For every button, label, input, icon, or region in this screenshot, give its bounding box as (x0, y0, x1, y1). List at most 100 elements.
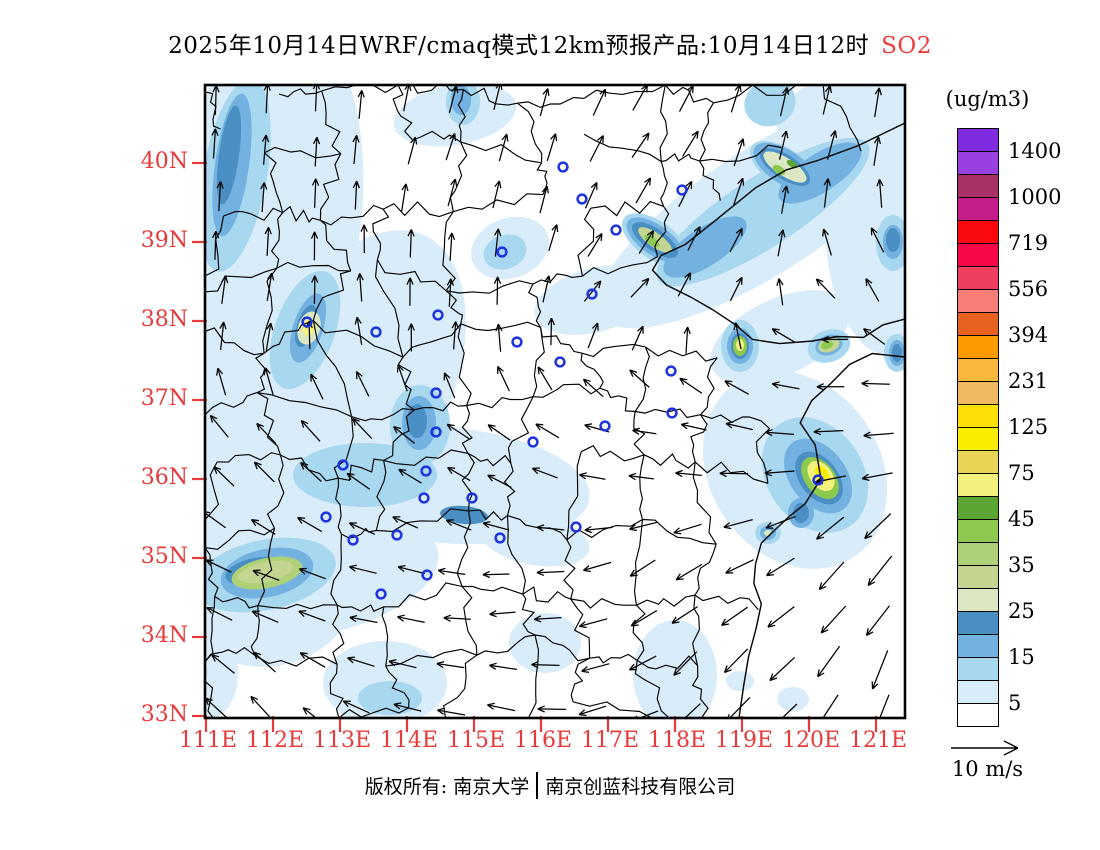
wind-arrow (536, 524, 565, 532)
wind-arrow (451, 321, 459, 350)
wind-arrow (870, 227, 885, 253)
wind-arrow (815, 278, 836, 299)
wind-arrow (733, 138, 745, 167)
county-boundary (264, 146, 341, 159)
footer-divider (536, 772, 539, 799)
county-boundary (205, 461, 220, 548)
wind-arrow (630, 277, 650, 298)
wind-arrow (211, 654, 235, 674)
footer: 版权所有: 南京大学 南京创蓝科技有限公司 (0, 772, 1100, 799)
wind-arrow (349, 564, 377, 574)
concentration-blob (763, 151, 807, 183)
wind-arrow (584, 181, 598, 209)
county-boundary (205, 547, 219, 597)
wind-arrow (487, 424, 511, 441)
county-boundary (643, 453, 696, 469)
wind-arrow (396, 364, 408, 392)
county-boundary (262, 267, 278, 354)
lon-label: 114E (380, 728, 439, 753)
county-boundary (383, 409, 415, 461)
map-canvas (192, 83, 907, 732)
wind-arrow (671, 606, 698, 624)
wind-arrow (250, 695, 272, 718)
station-marker (301, 316, 313, 328)
lon-label: 111E (179, 728, 238, 753)
colorbar-label: 125 (1008, 415, 1049, 439)
county-boundary (581, 343, 646, 358)
county-boundary (376, 508, 469, 532)
wind-arrow (874, 87, 882, 118)
county-boundary (381, 606, 389, 667)
county-boundary (312, 270, 351, 321)
wind-arrow (531, 467, 558, 479)
wind-arrow (628, 655, 657, 671)
wind-arrow (678, 85, 694, 112)
station-marker (337, 459, 349, 471)
lon-label: 112E (246, 728, 305, 753)
wind-arrow (393, 702, 422, 712)
wind-arrow (445, 133, 457, 161)
concentration-blob (886, 228, 900, 252)
station-marker (610, 224, 622, 236)
wind-arrow (539, 88, 550, 117)
county-boundary (580, 353, 604, 389)
wind-arrow (582, 561, 612, 573)
county-boundary (223, 207, 283, 222)
wind-arrow (771, 328, 796, 344)
county-boundary (521, 593, 536, 636)
colorbar-label: 1400 (1008, 139, 1062, 163)
wind-arrow (347, 656, 375, 667)
wind-arrow (403, 85, 412, 112)
county-boundary (312, 320, 353, 417)
wind-arrow (579, 472, 606, 480)
wind-arrow (766, 557, 795, 577)
wind-arrow (406, 277, 414, 306)
wind-arrow (638, 230, 655, 254)
county-boundary (639, 454, 645, 520)
county-boundary (445, 280, 534, 294)
county-boundary (257, 528, 276, 606)
wind-arrow (816, 516, 845, 540)
county-boundary (205, 646, 255, 663)
page-title: 2025年10月14日WRF/cmaq模式12km预报产品:10月14日12时 S… (0, 26, 1100, 60)
station-marker (370, 326, 382, 338)
wind-arrow (482, 570, 510, 579)
wind-arrow (446, 423, 470, 440)
concentration-blob (814, 466, 830, 482)
wind-arrow (487, 474, 512, 489)
station-marker (466, 492, 478, 504)
lon-label: 120E (782, 728, 841, 753)
county-boundary (645, 346, 718, 362)
county-boundary (636, 594, 696, 607)
wind-arrow (865, 278, 880, 302)
wind-arrow (342, 700, 370, 714)
county-boundary (527, 634, 540, 718)
station-marker (676, 184, 688, 196)
bohai-coastline (651, 122, 905, 345)
county-boundary (319, 153, 342, 221)
wind-arrow (578, 705, 607, 717)
station-marker (418, 492, 430, 504)
colorbar-swatch (957, 312, 999, 336)
concentration-blob (293, 443, 437, 507)
wind-arrow (587, 232, 603, 257)
wind-arrow (531, 661, 560, 669)
wind-arrow (719, 469, 749, 478)
county-boundary (462, 585, 523, 595)
wind-arrow (356, 273, 364, 302)
colorbar-swatch (957, 220, 999, 244)
wind-arrow (777, 229, 786, 257)
wind-arrow (822, 85, 833, 115)
county-boundary (642, 518, 717, 545)
wind-arrow (684, 703, 701, 718)
wind-arrow (216, 181, 224, 212)
wind-arrow (816, 383, 845, 391)
wind-arrow (264, 226, 272, 256)
wind-arrow (826, 130, 838, 160)
concentration-blob (358, 681, 422, 715)
station-marker (432, 309, 444, 321)
wind-arrow (723, 648, 749, 674)
concentration-blob (483, 234, 527, 270)
wind-arrow (310, 373, 324, 400)
county-boundary (589, 653, 638, 664)
